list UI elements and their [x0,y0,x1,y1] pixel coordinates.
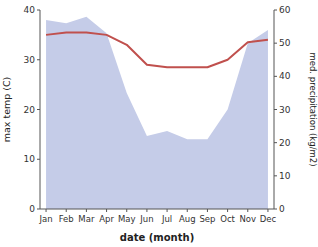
y2-tick-label: 50 [279,38,291,48]
x-tick-label: Jul [161,214,172,224]
y2-tick [274,76,277,77]
x-tick [167,209,168,212]
x-tick-label: Dec [260,214,277,224]
x-tick-label: Aug [179,214,196,224]
y-tick [37,209,40,210]
y-tick-label: 10 [24,154,36,164]
x-tick-label: Jan [38,214,52,224]
y-tick-label: 20 [24,105,36,115]
plot-area [46,17,268,209]
x-axis-line [40,209,274,210]
x-tick [227,209,228,212]
x-tick [106,209,107,212]
x-tick [146,209,147,212]
y2-tick [274,142,277,143]
x-tick-label: Sep [199,214,215,224]
x-tick [86,209,87,212]
y2-axis-label: med. precipitation (kg/m2) [308,52,318,166]
y-tick [37,10,40,11]
chart: Jan Feb Mar Apr MayJun Jul AugSep Oct Nov Dec date… [0,0,318,247]
precipitation-area [46,17,268,209]
y2-tick-label: 20 [279,138,291,148]
y-tick [37,159,40,160]
x-tick [187,209,188,212]
x-tick-label: May [118,214,136,224]
y2-tick-label: 0 [279,204,285,214]
x-tick [46,209,47,212]
x-tick-label: Mar [78,214,95,224]
x-tick-label: Nov [239,214,256,224]
y2-tick [274,43,277,44]
y2-tick-label: 40 [279,71,291,81]
y2-tick-label: 60 [279,5,291,15]
axes: Jan Feb Mar Apr MayJun Jul AugSep Oct Nov Dec date… [1,5,318,243]
x-tick-label: Oct [220,214,235,224]
y-tick [37,109,40,110]
x-axis-label: date (month) [120,232,194,243]
x-tick-label: Jun [139,214,153,224]
y-axis-label: max temp (C) [1,77,12,143]
y2-tick [274,109,277,110]
y2-tick [274,10,277,11]
x-tick [207,209,208,212]
y-tick-label: 40 [24,5,36,15]
y-tick-label: 0 [29,204,35,214]
y2-tick-label: 10 [279,171,291,181]
temperature-line [46,32,268,67]
y-tick [37,59,40,60]
y2-tick [274,209,277,210]
y2-tick [274,175,277,176]
y2-tick-label: 30 [279,105,291,115]
x-tick-label: Feb [59,214,74,224]
x-tick [267,209,268,212]
x-tick-label: Apr [99,214,114,224]
x-tick [247,209,248,212]
x-tick [66,209,67,212]
y-tick-label: 30 [24,55,36,65]
x-tick [126,209,127,212]
